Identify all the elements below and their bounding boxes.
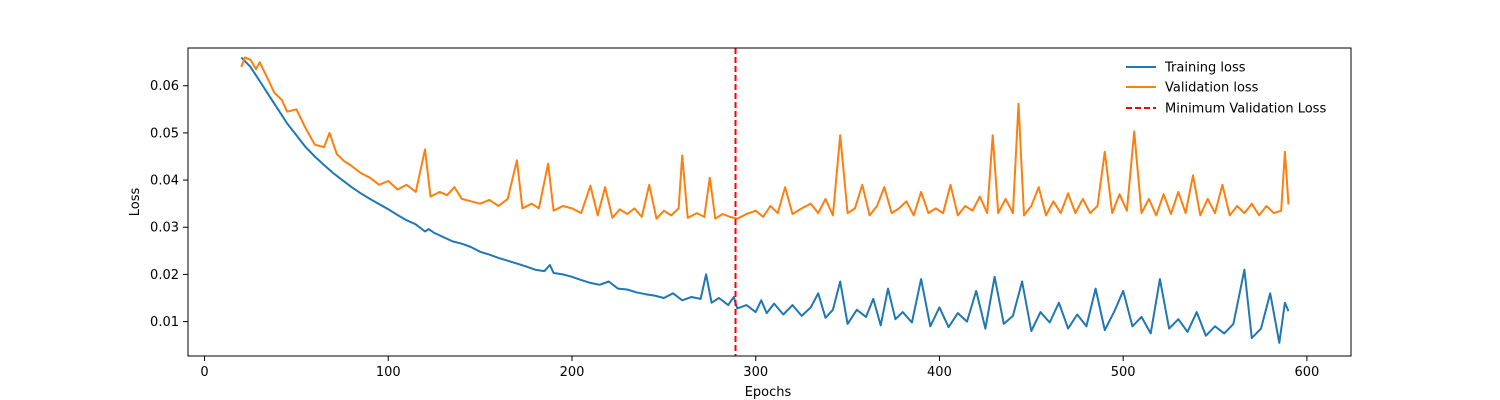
y-tick-label: 0.04: [150, 174, 179, 189]
y-axis-ticks: 0.01 0.02 0.03 0.04 0.05 0.06: [150, 79, 188, 330]
series-line-training-loss: [240, 56, 1290, 344]
y-tick-label: 0.01: [150, 315, 179, 330]
x-tick-label: 0: [200, 365, 208, 380]
x-tick-label: 100: [376, 365, 401, 380]
y-tick-label: 0.03: [150, 221, 179, 236]
legend-label-minimum-validation-loss: Minimum Validation Loss: [1165, 102, 1326, 117]
x-tick-label: 400: [927, 365, 952, 380]
legend-label-training-loss: Training loss: [1164, 61, 1246, 76]
y-axis-title: Loss: [128, 188, 143, 217]
series-layer: [240, 56, 1290, 344]
x-tick-label: 500: [1111, 365, 1136, 380]
y-tick-label: 0.02: [150, 268, 179, 283]
series-line-validation-loss: [240, 56, 1290, 220]
x-tick-label: 200: [560, 365, 585, 380]
plot-frame: [187, 47, 1352, 357]
legend: Training loss Validation loss Minimum Va…: [1126, 61, 1326, 117]
y-tick-label: 0.05: [150, 126, 179, 141]
x-axis-ticks: 0 100 200 300 400 500 600: [200, 356, 1319, 380]
legend-label-validation-loss: Validation loss: [1165, 81, 1259, 96]
x-axis-title: Epochs: [745, 385, 792, 400]
y-tick-label: 0.06: [150, 79, 179, 94]
x-tick-label: 600: [1294, 365, 1319, 380]
x-tick-label: 300: [743, 365, 768, 380]
